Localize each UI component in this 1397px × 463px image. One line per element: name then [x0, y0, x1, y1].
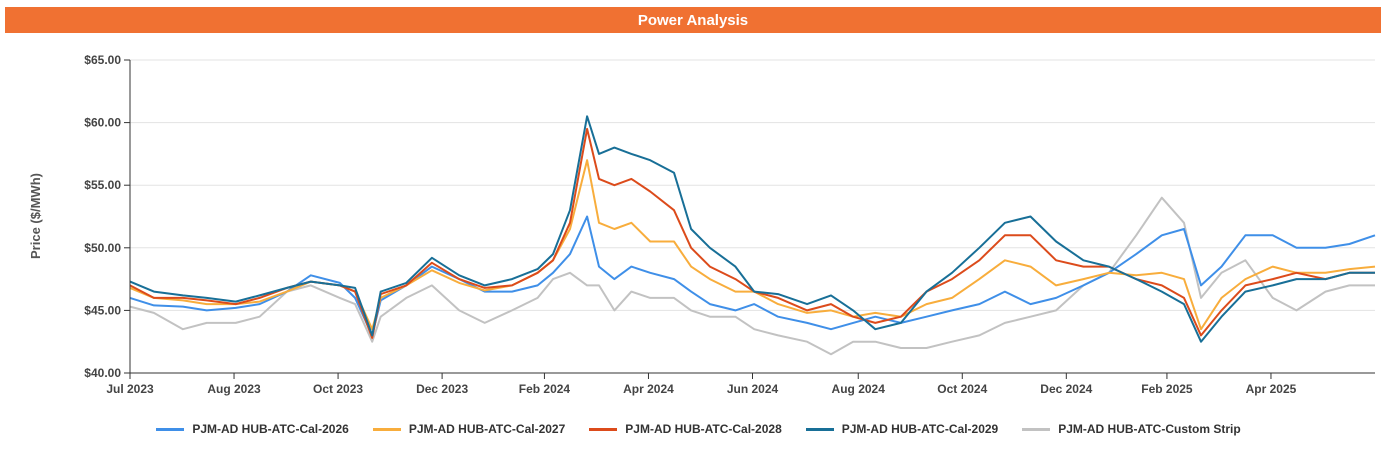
chart-legend: PJM-AD HUB-ATC-Cal-2026 PJM-AD HUB-ATC-Ca…: [0, 422, 1397, 436]
legend-label: PJM-AD HUB-ATC-Cal-2029: [841, 422, 999, 436]
y-tick-label: $40.00: [84, 366, 121, 380]
chart-title: Power Analysis: [637, 11, 749, 29]
y-tick-label: $55.00: [84, 178, 121, 192]
x-axis-ticks: Jul 2023 Aug 2023 Oct 2023 Dec 2023 Feb 2024…: [106, 373, 1297, 396]
x-tick-label: Dec 2023: [416, 382, 468, 396]
legend-item[interactable]: PJM-AD HUB-ATC-Cal-2027: [372, 422, 566, 436]
y-tick-label: $65.00: [84, 53, 121, 67]
x-tick-label: Aug 2023: [207, 382, 261, 396]
x-tick-label: Jun 2024: [727, 382, 779, 396]
legend-item[interactable]: PJM-AD HUB-ATC-Cal-2026: [156, 422, 349, 436]
legend-swatch: [372, 427, 401, 431]
legend-swatch: [805, 427, 834, 431]
series-line: [129, 196, 1375, 356]
y-tick-label: $50.00: [84, 241, 121, 255]
chart-title-bar: Power Analysis: [5, 7, 1381, 33]
x-tick-label: Jul 2023: [106, 382, 154, 396]
legend-label: PJM-AD HUB-ATC-Cal-2028: [625, 422, 782, 436]
legend-item[interactable]: PJM-AD HUB-ATC-Cal-2029: [805, 422, 999, 436]
legend-label: PJM-AD HUB-ATC-Cal-2027: [408, 422, 566, 436]
y-tick-label: $45.00: [84, 303, 121, 317]
x-tick-label: Apr 2024: [623, 382, 674, 396]
x-tick-label: Oct 2024: [937, 382, 987, 396]
legend-swatch: [589, 427, 618, 431]
legend-swatch: [1022, 427, 1051, 431]
x-tick-label: Apr 2025: [1246, 382, 1297, 396]
x-tick-label: Feb 2025: [1141, 382, 1193, 396]
y-tick-label: $60.00: [84, 116, 121, 130]
series-line: [129, 127, 1375, 339]
legend-swatch: [156, 427, 185, 431]
x-tick-label: Dec 2024: [1040, 382, 1092, 396]
x-tick-label: Feb 2024: [519, 382, 571, 396]
legend-item[interactable]: PJM-AD HUB-ATC-Custom Strip: [1022, 422, 1241, 436]
legend-label: PJM-AD HUB-ATC-Custom Strip: [1058, 422, 1241, 436]
x-tick-label: Oct 2023: [313, 382, 363, 396]
series-line: [129, 115, 1375, 343]
series-line: [129, 215, 1376, 337]
legend-label: PJM-AD HUB-ATC-Cal-2026: [192, 422, 349, 436]
x-tick-label: Aug 2024: [832, 382, 886, 396]
y-axis-ticks: $40.00 $45.00 $50.00 $55.00 $60.00 $65.00: [84, 53, 130, 380]
legend-item[interactable]: PJM-AD HUB-ATC-Cal-2028: [589, 422, 782, 436]
gridlines: [130, 59, 1375, 374]
series-lines: [129, 115, 1376, 356]
y-axis-label: Price ($/MWh): [28, 173, 43, 259]
